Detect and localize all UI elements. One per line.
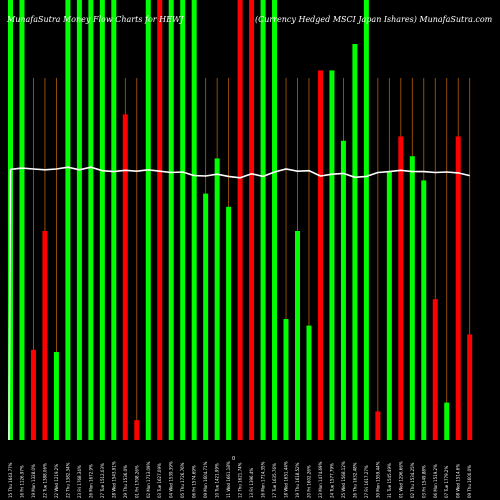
bar [180,0,186,440]
bar [191,0,197,440]
bar [444,402,450,440]
bar [340,140,346,441]
x-tick-label: 05 Thu 1726.76% [180,462,185,498]
x-tick-labels: 15 Thu 1643.77% 16 Fri 1126.97% 19 Mon 132… [8,461,472,498]
bar [53,352,59,440]
x-tick-label: 22 Thu 1382.34% [65,462,70,498]
x-tick-label: 07 Tue 1779.2% [444,466,449,498]
bars [8,0,473,441]
x-tick-label: 02 Mon 1713.09% [146,461,151,498]
x-tick-label: 01 Wed 1296.66% [398,461,403,498]
bar [214,158,220,440]
trend-line-path [10,166,470,179]
x-tick-label: 17 Tue 1635.76% [272,463,277,498]
x-tick-label: 22 Wed 1219.2% [54,464,59,498]
x-tick-label: 27 Tue 1512.03% [100,463,105,498]
x-tick-label: 11 Wed 1661.18% [226,461,231,498]
bar [375,411,381,440]
bar [421,180,427,440]
x-tick-label: 27 Fri 1617.27% [364,465,369,498]
zero-label: 0 [232,456,235,462]
x-tick-label: 10 Tue 1421.99% [215,463,220,498]
chart-title-left: MunafaSutra Money Flow Charts for HEWJ [6,15,184,24]
bar [122,114,128,441]
bar [455,136,461,440]
x-tick-label: 23 Fri 1768.34% [77,465,82,498]
x-tick-label: 30 Mon 1559.44% [375,461,380,498]
bar [157,0,163,440]
x-tick-label: 08 Wed 1514.6% [456,464,461,498]
x-tick-label: 02 Thu 1534.25% [410,462,415,498]
x-tick-label: 19 Thu 1618.52% [295,462,300,498]
x-tick-label: 03 Tue 1627.09% [157,463,162,498]
x-tick-label: 04 Wed 1539.39% [169,461,174,498]
bar [111,0,117,440]
x-tick-label: 26 Thu 1632.48% [352,462,357,498]
x-tick-label: 09 Thu 1600.0% [467,465,472,498]
bar [30,349,36,440]
x-tick-label: 18 Wed 1651.44% [284,461,289,498]
trend-line-start [8,169,12,441]
bar [65,0,71,440]
x-tick-label: 29 Thu 1536.0% [123,465,128,498]
bar [19,0,25,440]
bar [409,156,415,440]
x-tick-label: 03 Fri 1549.88% [421,465,426,498]
bar [329,70,335,441]
x-tick-label: 31 Tue 1545.49% [387,463,392,498]
x-tick-label: 24 Tue 1577.79% [329,463,334,498]
x-tick-label: 26 Mon 1672.9% [88,464,93,498]
bar [76,0,82,440]
bar [363,0,369,440]
x-tick-label: 25 Wed 1568.12% [341,461,346,498]
x-tick-label: 28 Wed 1543.91% [111,461,116,498]
x-tick-label: 19 Mon 1328.0% [31,464,36,498]
x-tick-label: 20 Fri 1602.26% [306,465,311,498]
bar [145,0,151,440]
bar [467,334,473,440]
x-tick-label: 16 Mon 1714.35% [261,461,266,498]
bar [352,44,358,440]
bar [203,193,209,440]
x-tick-label: 13 Fri 1396.4% [249,468,254,498]
bar [134,420,140,440]
bar [260,0,266,440]
x-tick-label: 15 Thu 1643.77% [8,462,13,498]
x-tick-label: 16 Fri 1126.97% [19,465,24,498]
x-tick-label: 06 Fri 1574.69% [192,465,197,498]
x-tick-label: 06 Mon 1519.2% [433,464,438,498]
x-tick-label: 12 Thu 1621.74% [238,462,243,498]
bar [398,136,404,440]
bar [168,0,174,440]
bar [317,70,323,441]
chart-title-right: (Currency Hedged MSCI Japan Ishares) Mun… [255,15,493,24]
trend-line [8,166,470,441]
bar [226,206,232,440]
x-tick-label: 22 Tue 1388.06% [42,463,47,498]
bar [237,0,243,440]
bar [42,231,48,440]
bar [306,325,312,440]
bar [432,299,438,440]
bar [88,0,94,440]
bar [283,319,289,440]
bar [99,0,105,440]
x-tick-label: 01 Fri 1708.26% [134,465,139,498]
x-tick-label: 09 Mon 1604.71% [203,461,208,498]
bar [272,0,278,440]
bar [386,171,392,440]
x-tick-label: 23 Mon 1474.69% [318,461,323,498]
bar [249,0,255,440]
bar [295,231,300,440]
